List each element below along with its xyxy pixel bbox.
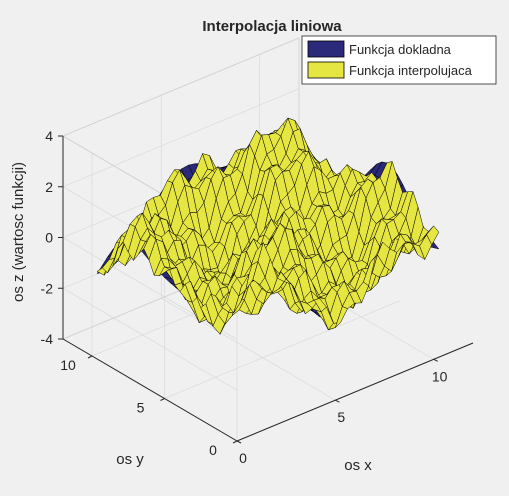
z-tick-label: -2 — [41, 280, 54, 296]
x-tick-label: 0 — [239, 450, 247, 466]
grid-line — [62, 88, 300, 188]
legend[interactable]: Funkcja dokladna Funkcja interpolujaca — [301, 35, 497, 85]
y-tick-mark — [160, 398, 165, 401]
x-tick-label: 5 — [337, 409, 345, 425]
tick-labels: 0 5 10 0 5 10 -4 -2 0 2 4 — [41, 128, 448, 466]
x-tick-mark — [433, 358, 438, 362]
legend-label-interp: Funkcja interpolujaca — [349, 63, 473, 78]
surface-plot — [96, 117, 440, 335]
x-tick-label: 10 — [432, 368, 448, 384]
y-tick-mark — [232, 440, 238, 444]
grid-line — [62, 237, 238, 340]
y-tick-mark — [87, 355, 93, 359]
y-tick-label: 0 — [209, 442, 217, 458]
legend-swatch-exact — [307, 40, 345, 58]
z-axis-label: os z (wartosc funkcji) — [10, 162, 27, 302]
y-axis-line — [62, 338, 238, 442]
grid-line — [62, 287, 238, 391]
grid-line — [164, 300, 401, 399]
y-tick-label: 5 — [137, 400, 145, 416]
x-tick-mark — [335, 399, 340, 403]
chart-title: Interpolacja liniowa — [202, 18, 342, 35]
z-tick-label: 2 — [45, 179, 53, 195]
z-tick-label: 4 — [45, 128, 53, 144]
x-tick-mark — [236, 440, 242, 444]
x-axis-line — [236, 342, 474, 442]
y-axis-label: os y — [116, 451, 144, 468]
legend-label-exact: Funkcja dokladna — [349, 42, 452, 57]
z-tick-label: 0 — [45, 230, 53, 246]
surface-interp-facet — [426, 225, 440, 246]
box-edge — [62, 37, 300, 137]
y-tick-label: 10 — [60, 357, 76, 373]
z-tick-label: -4 — [41, 331, 54, 347]
legend-swatch-interp — [307, 61, 345, 79]
x-axis-label: os x — [344, 457, 372, 474]
